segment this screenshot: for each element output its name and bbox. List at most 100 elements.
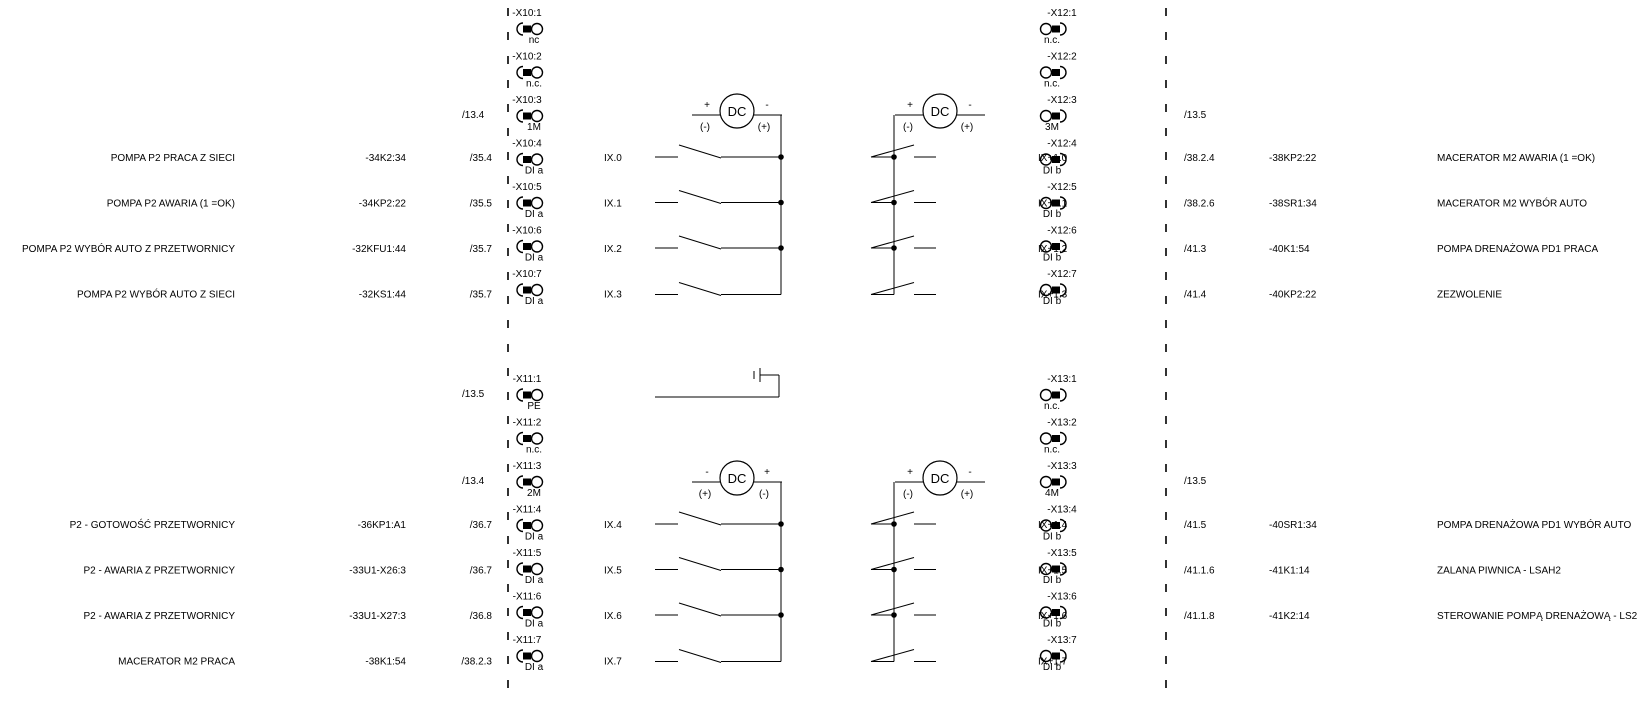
plc-address: IX.3 [604, 290, 622, 301]
terminal-left [516, 562, 544, 576]
terminal-socket [1039, 240, 1053, 253]
page-ref: /35.7 [470, 290, 493, 301]
terminal-label: -X10:1 [512, 8, 542, 19]
contact-blade [678, 557, 722, 571]
terminal-pin [1052, 25, 1060, 33]
terminal-sublabel: n.c. [526, 445, 542, 456]
dc-source-right: DC + - (-) (+) [895, 93, 985, 133]
dc-right-paren: (+) [758, 122, 771, 133]
terminal-left [516, 475, 544, 489]
input-description: POMPA DRENAŻOWA PD1 PRACA [1437, 242, 1598, 255]
terminal-left [516, 239, 544, 254]
terminal-bracket [1059, 65, 1067, 80]
terminal-right [1039, 649, 1067, 663]
terminal-left [516, 605, 544, 620]
page-ref: /38.2.4 [1184, 153, 1215, 164]
dc-label: DC [931, 471, 950, 486]
terminal-sublabel: DI b [1043, 296, 1062, 307]
page-ref: /41.1.8 [1184, 611, 1215, 622]
terminal-pin [1052, 435, 1060, 442]
page-ref: /36.7 [470, 520, 493, 531]
ground-symbol [655, 368, 780, 398]
terminal-sublabel: 3M [1045, 122, 1059, 133]
terminal-pin [1052, 522, 1060, 529]
terminal-bracket [1059, 109, 1067, 123]
terminal-label: -X10:2 [512, 52, 542, 63]
terminal-left [516, 431, 544, 446]
dc-source-left: DC + - (-) (+) [692, 93, 782, 133]
device-tag: -40SR1:34 [1269, 520, 1317, 531]
input-description: MACERATOR M2 AWARIA (1 =OK) [1437, 153, 1595, 164]
plc-address: IX+1.7 [1038, 657, 1068, 668]
junction-dot [891, 154, 897, 160]
device-tag: -33U1-X26:3 [349, 566, 406, 577]
terminal-right [1039, 239, 1067, 254]
dc-source-circle [719, 460, 755, 496]
dc-right-polarity: - [968, 100, 971, 111]
input-contact-right [870, 511, 936, 525]
terminal-bracket [1059, 475, 1067, 489]
junction-dot [891, 199, 897, 206]
plc-address: IX.0 [604, 153, 622, 164]
plc-address: IX.5 [604, 566, 622, 577]
plc-address: IX+1.2 [1038, 244, 1068, 255]
terminal-bracket [1059, 562, 1067, 576]
dc-source-circle [719, 93, 755, 129]
terminal-socket [530, 240, 544, 253]
input-contact-left [655, 144, 781, 159]
junction-dot [778, 245, 784, 251]
terminal-label: -X12:5 [1047, 182, 1077, 193]
terminal-pin [523, 25, 531, 33]
terminal-sublabel: 1M [527, 122, 541, 133]
terminal-socket [1039, 519, 1053, 532]
terminal-pin [523, 609, 531, 616]
terminal-right [1039, 22, 1067, 36]
page-ref: /35.7 [470, 244, 493, 255]
terminal-socket [530, 388, 544, 402]
input-contact-right [870, 649, 936, 662]
plc-address: IX+1.4 [1038, 520, 1068, 531]
terminal-sublabel: DI b [1043, 662, 1062, 673]
contact-blade [678, 144, 722, 159]
contact-blade [870, 235, 915, 249]
page-ref: /35.4 [470, 153, 493, 164]
terminal-socket [1039, 432, 1053, 445]
terminal-pin [523, 391, 531, 399]
terminal-sublabel: DI b [1043, 575, 1062, 586]
contact-blade [870, 190, 915, 203]
terminal-sublabel: DI b [1043, 253, 1062, 264]
terminal-left [516, 65, 544, 80]
terminal-label: -X12:3 [1047, 95, 1077, 106]
terminal-sublabel: DI a [525, 209, 544, 220]
terminal-label: -X10:7 [512, 269, 542, 280]
terminal-label: -X12:7 [1047, 269, 1077, 280]
device-tag: -41K2:14 [1269, 611, 1310, 622]
terminal-bracket [516, 475, 524, 489]
terminal-socket [530, 22, 544, 36]
junction-dot [778, 566, 784, 573]
common-page-ref: /13.4 [462, 110, 485, 121]
contact-blade [678, 235, 722, 250]
input-contact-left [655, 282, 781, 296]
terminal-bracket [516, 196, 524, 210]
device-tag: -41K1:14 [1269, 566, 1310, 577]
terminal-sublabel: DI a [525, 575, 544, 586]
terminal-socket [1039, 22, 1053, 36]
device-tag: -34KP2:22 [359, 199, 407, 210]
input-contact-left [655, 649, 781, 663]
terminal-bracket [1059, 239, 1067, 254]
dc-label: DC [728, 104, 747, 119]
terminal-socket [1039, 475, 1053, 489]
contact-blade [678, 602, 722, 617]
common-page-ref: /13.5 [1184, 476, 1207, 487]
dc-source-circle [922, 93, 958, 129]
plc-address: IX.7 [604, 657, 622, 668]
device-tag: -33U1-X27:3 [349, 611, 406, 622]
terminal-pin [523, 286, 531, 294]
terminal-socket [1039, 283, 1053, 297]
terminal-pin [523, 156, 531, 163]
junction-dot [778, 199, 784, 206]
dc-left-polarity: + [907, 100, 913, 111]
input-description: P2 - AWARIA Z PRZETWORNICY [84, 611, 236, 622]
